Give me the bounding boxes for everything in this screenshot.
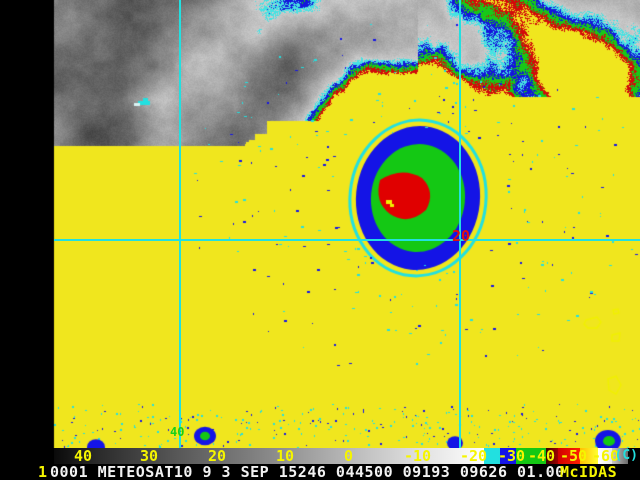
- colorbar-tick-10: 10: [276, 447, 295, 465]
- colorbar-segment-cyan: [484, 448, 500, 464]
- frame-number: 1: [38, 464, 48, 480]
- colorbar-tick-minus60: -60: [592, 447, 620, 465]
- colorbar-segment-white: [598, 448, 612, 464]
- infrared-satellite-image[interactable]: [0, 0, 640, 448]
- satellite-image-area[interactable]: 20 40: [0, 0, 640, 448]
- colorbar-grayscale-ramp: [54, 448, 484, 464]
- colorbar-segment-blue: [500, 448, 516, 464]
- temperature-colorbar: 40 30 20 10 0 -10 -20 -30 -40 -50 -60 (C): [0, 448, 640, 464]
- colorbar-tick-minus50: -50: [560, 447, 588, 465]
- software-label: McIDAS: [560, 464, 618, 480]
- colorbar-segment-yellow: [580, 448, 598, 464]
- colorbar-tick-20: 20: [208, 447, 227, 465]
- colorbar-tick-minus40: -40: [528, 447, 556, 465]
- colorbar-segment-green: [516, 448, 546, 464]
- colorbar-segment-dark-red: [546, 448, 558, 464]
- colorbar-segment-red: [558, 448, 580, 464]
- status-bar: 1 0001 METEOSAT10 9 3 SEP 15246 044500 0…: [0, 464, 640, 480]
- colorbar-tick-40: 40: [74, 447, 93, 465]
- colorbar-tick-minus20: -20: [460, 447, 488, 465]
- colorbar-tick-minus10: -10: [404, 447, 432, 465]
- status-fields: 0001 METEOSAT10 9 3 SEP 15246 044500 091…: [50, 464, 565, 480]
- colorbar-segment-gray-tail: [612, 448, 628, 464]
- colorbar-tick-minus30: -30: [498, 447, 526, 465]
- colorbar-tick-0: 0: [344, 447, 354, 465]
- colorbar-enhancement-segments: [0, 448, 640, 464]
- colorbar-tick-30: 30: [140, 447, 159, 465]
- colorbar-unit-label: (C): [614, 448, 638, 463]
- colorbar-segment-black-tail: [628, 448, 640, 464]
